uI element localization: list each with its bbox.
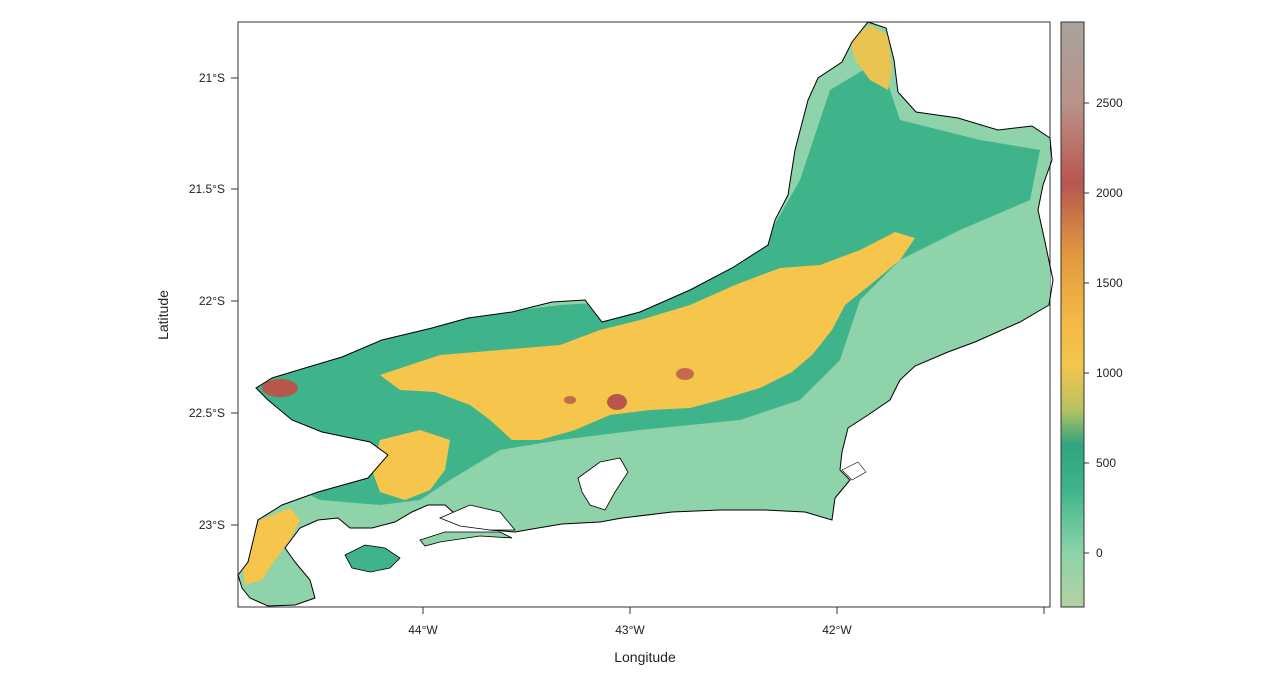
peak-area [564, 396, 576, 404]
hill-layer [238, 60, 1040, 505]
x-tick-label: 43°W [615, 623, 645, 637]
y-tick-label: 21°S [199, 71, 225, 85]
colorbar-tick-label: 500 [1096, 456, 1116, 470]
x-axis-title: Longitude [614, 649, 676, 665]
y-tick-label: 23°S [199, 518, 225, 532]
x-axis [422, 607, 1045, 614]
plateau-layer [380, 232, 915, 440]
colorbar-tick-label: 2000 [1096, 186, 1123, 200]
y-tick-label: 21.5°S [189, 182, 225, 196]
colorbar-tick-label: 1000 [1096, 366, 1123, 380]
sepetiba-bay [438, 504, 516, 531]
peak-area [262, 379, 298, 397]
x-tick-label: 42°W [822, 623, 852, 637]
x-tick-label: 44°W [408, 623, 438, 637]
y-tick-label: 22°S [199, 294, 225, 308]
plateau-layer [372, 430, 450, 500]
araruama-lagoon [841, 461, 867, 481]
plateau-layer [850, 25, 892, 90]
y-axis-title: Latitude [155, 290, 171, 340]
colorbar-tick-label: 1500 [1096, 276, 1123, 290]
colorbar [1060, 21, 1085, 608]
colorbar-tick-label: 2500 [1096, 96, 1123, 110]
y-axis [231, 77, 238, 526]
ilha-grande [344, 544, 401, 573]
colorbar-tick-label: 0 [1096, 546, 1103, 560]
guanabara-bay [577, 457, 629, 511]
peak-area [676, 368, 694, 380]
marambaia-island [419, 531, 513, 547]
y-tick-label: 22.5°S [189, 406, 225, 420]
colorbar-ticks: 2500 2000 1500 1000 500 0 [1084, 96, 1123, 560]
peak-area [607, 394, 627, 410]
